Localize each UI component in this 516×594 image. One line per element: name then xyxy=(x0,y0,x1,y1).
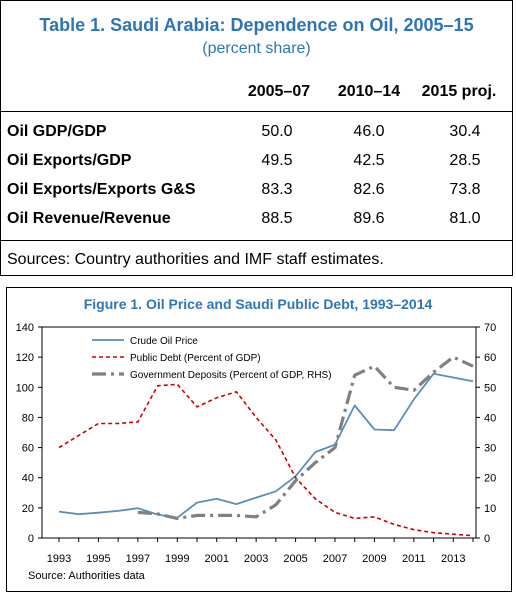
y-right-tick-label: 30 xyxy=(484,443,496,455)
y-left-tick-label: 20 xyxy=(22,503,34,515)
table-col-header-1: 2005–07 xyxy=(247,83,311,100)
table-cell: 89.6 xyxy=(353,210,385,227)
x-tick-label: 1999 xyxy=(165,553,189,565)
table-row: Oil Revenue/Revenue 88.5 89.6 81.0 xyxy=(1,210,512,236)
legend-label-2: Public Debt (Percent of GDP) xyxy=(130,353,261,364)
x-tick-label: 2003 xyxy=(244,553,268,565)
table-cell: 28.5 xyxy=(449,152,481,169)
table-col-header-3: 2015 proj. xyxy=(421,83,497,100)
table-footer-rule xyxy=(1,240,512,241)
y-left-tick-label: 140 xyxy=(16,322,34,334)
table-cell: 49.5 xyxy=(261,152,293,169)
table-row: Oil Exports/GDP 49.5 42.5 28.5 xyxy=(1,152,512,178)
x-tick-label: 1997 xyxy=(126,553,150,565)
x-tick-label: 2013 xyxy=(441,553,465,565)
row-label: Oil GDP/GDP xyxy=(7,123,107,140)
table-title: Table 1. Saudi Arabia: Dependence on Oil… xyxy=(39,15,474,35)
figure-title: Figure 1. Oil Price and Saudi Public Deb… xyxy=(83,296,433,312)
table-cell: 42.5 xyxy=(353,152,385,169)
y-left-tick-label: 60 xyxy=(22,443,34,455)
table-cell: 83.3 xyxy=(261,181,293,198)
x-tick-label: 2007 xyxy=(323,553,347,565)
table-header-rule xyxy=(1,111,512,112)
x-tick-label: 1995 xyxy=(86,553,110,565)
x-tick-label: 2001 xyxy=(204,553,228,565)
y-right-tick-label: 70 xyxy=(484,322,496,334)
plot-frame xyxy=(41,326,477,539)
y-left-tick-label: 120 xyxy=(16,352,34,364)
legend-label-3: Government Deposits (Percent of GDP, RHS… xyxy=(130,370,332,381)
y-left-tick-label: 80 xyxy=(22,412,34,424)
y-right-tick-label: 20 xyxy=(484,473,496,485)
table-cell: 46.0 xyxy=(353,123,385,140)
x-tick-label: 2011 xyxy=(402,553,426,565)
table-subtitle: (percent share) xyxy=(202,40,311,57)
x-tick-label: 2009 xyxy=(362,553,386,565)
y-left-tick-label: 100 xyxy=(16,382,34,394)
table-cell: 73.8 xyxy=(449,181,481,198)
table-source-note: Sources: Country authorities and IMF sta… xyxy=(7,251,384,268)
row-label: Oil Exports/GDP xyxy=(7,152,132,169)
y-right-tick-label: 40 xyxy=(484,412,496,424)
figure-source-note: Source: Authorities data xyxy=(28,570,145,582)
y-right-tick-label: 50 xyxy=(484,382,496,394)
legend-label-1: Crude Oil Price xyxy=(130,336,198,347)
y-right-tick-label: 60 xyxy=(484,352,496,364)
row-label: Oil Exports/Exports G&S xyxy=(7,181,196,198)
series-line-2 xyxy=(58,383,474,537)
table-cell: 88.5 xyxy=(261,210,293,227)
table-cell: 50.0 xyxy=(261,123,293,140)
row-label: Oil Revenue/Revenue xyxy=(7,210,171,227)
series-line-1 xyxy=(58,372,474,519)
table-cell: 82.6 xyxy=(353,181,385,198)
y-right-tick-label: 0 xyxy=(484,533,490,545)
table-cell: 81.0 xyxy=(449,210,481,227)
dependence-table: Table 1. Saudi Arabia: Dependence on Oil… xyxy=(0,0,513,276)
y-left-tick-label: 0 xyxy=(28,533,34,545)
x-tick-label: 1993 xyxy=(47,553,71,565)
series-line-3 xyxy=(137,355,474,520)
table-cell: 30.4 xyxy=(449,123,481,140)
y-left-tick-label: 40 xyxy=(22,473,34,485)
table-row: Oil Exports/Exports G&S 83.3 82.6 73.8 xyxy=(1,181,512,207)
y-right-tick-label: 10 xyxy=(484,503,496,515)
figure-frame xyxy=(6,287,512,592)
table-col-header-2: 2010–14 xyxy=(337,83,401,100)
table-row: Oil GDP/GDP 50.0 46.0 30.4 xyxy=(1,123,512,149)
x-tick-label: 2005 xyxy=(283,553,307,565)
